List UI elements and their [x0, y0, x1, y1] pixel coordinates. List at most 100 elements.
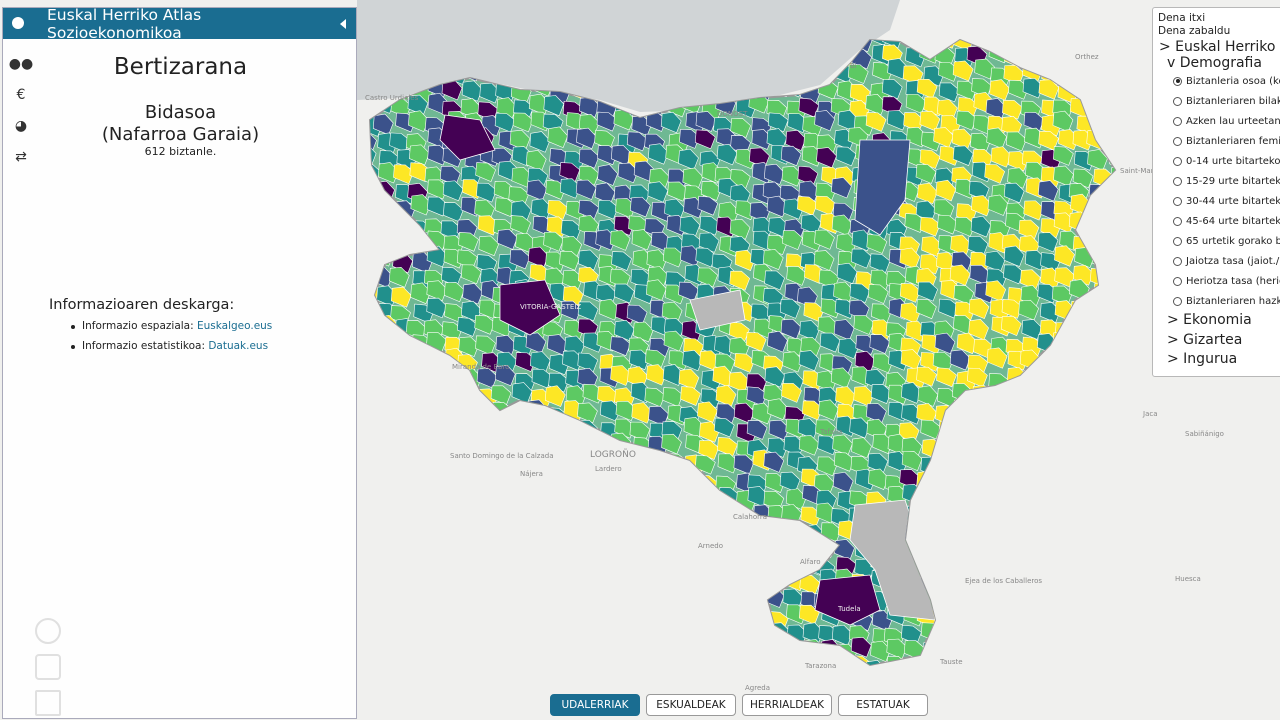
layer-option-label: 15-29 urte bitarteko: [1186, 175, 1280, 187]
municipality-cell: [763, 451, 785, 473]
map-label-vitoria: VITORIA-GASTEIZ: [520, 303, 582, 311]
layer-option[interactable]: Jaiotza tasa (jaiot./m: [1173, 251, 1280, 271]
municipality-cell: [529, 131, 551, 153]
layer-option[interactable]: Azken lau urteetan b: [1173, 111, 1280, 131]
download-item-label: Informazio espaziala:: [82, 320, 194, 332]
municipality-cell: [818, 399, 839, 421]
municipality-cell: [952, 145, 974, 166]
municipality-cell: [872, 62, 893, 82]
municipality-cell: [594, 182, 616, 205]
municipality-cell: [968, 318, 989, 341]
municipality-cell: [497, 228, 518, 250]
radio-icon[interactable]: [1173, 276, 1182, 286]
municipality-cell: [626, 304, 648, 325]
collapse-all-link[interactable]: Dena itxi: [1158, 12, 1206, 24]
municipality-cell: [1038, 130, 1059, 151]
municipality-cell: [785, 488, 807, 510]
herrialdeak-button[interactable]: HERRIALDEAK: [742, 694, 832, 716]
radio-icon[interactable]: [1173, 96, 1182, 106]
shuffle-icon[interactable]: ⇄: [15, 148, 27, 165]
radio-icon[interactable]: [1173, 156, 1182, 166]
municipality-cell: [617, 162, 639, 184]
municipality-cell: [1052, 146, 1074, 166]
municipality-cell: [577, 402, 598, 424]
collapse-panel-icon[interactable]: [340, 18, 346, 29]
map-label-bilbao: Bi: [850, 62, 857, 70]
radio-icon[interactable]: [1173, 176, 1182, 186]
municipality-cell: [766, 128, 788, 150]
estatuak-button[interactable]: ESTATUAK: [838, 694, 928, 716]
expand-all-link[interactable]: Dena zabaldu: [1158, 25, 1231, 37]
layer-option[interactable]: Biztanleriaren bilaka: [1173, 91, 1280, 111]
municipality-cell: [544, 385, 566, 408]
layer-option[interactable]: 65 urtetik gorako biz: [1173, 231, 1280, 251]
municipality-cell: [476, 182, 497, 203]
layer-option[interactable]: Biztanleria osoa (kop: [1173, 71, 1280, 91]
municipality-cell: [938, 82, 960, 103]
map-label-ejea: Ejea de los Caballeros: [965, 577, 1043, 585]
map-label-donostia: DONOST: [717, 110, 748, 118]
download-title: Informazioaren deskarga:: [49, 297, 235, 313]
layer-group-ekonomia[interactable]: > Ekonomia: [1167, 312, 1252, 328]
municipality-cell: [734, 249, 756, 271]
municipality-cell: [835, 146, 857, 167]
map-label-jaca: Jaca: [1143, 410, 1158, 418]
layer-option[interactable]: 45-64 urte bitarteko: [1173, 211, 1280, 231]
map-label-logrono: LOGROÑO: [590, 450, 636, 460]
map-label-tafalla: Tafalla: [820, 428, 843, 436]
layer-option[interactable]: Biztanleriaren hazku: [1173, 291, 1280, 311]
municipality-cell: [716, 143, 738, 166]
municipality-cell: [799, 320, 820, 342]
radio-icon[interactable]: [1173, 136, 1182, 146]
euro-icon[interactable]: €: [16, 86, 26, 103]
municipality-cell: [372, 113, 394, 136]
municipality-cell: [933, 199, 955, 220]
radio-icon[interactable]: [1173, 256, 1182, 266]
map-label-agreda: Agreda: [745, 684, 770, 692]
users-icon[interactable]: ●●: [8, 55, 34, 72]
radio-icon[interactable]: [1173, 116, 1182, 126]
municipality-cell: [511, 382, 533, 404]
municipality-cell: [678, 368, 700, 390]
layer-option[interactable]: Heriotza tasa (heriot: [1173, 271, 1280, 291]
municipality-cell: [971, 195, 992, 217]
municipality-cell: [848, 299, 870, 321]
layer-option[interactable]: 0-14 urte bitarteko b: [1173, 151, 1280, 171]
udalerriak-button[interactable]: UDALERRIAK: [550, 694, 640, 716]
layer-option[interactable]: 15-29 urte bitarteko: [1173, 171, 1280, 191]
layer-option[interactable]: Biztanleriaren femin: [1173, 131, 1280, 151]
municipality-cell: [547, 126, 569, 149]
radio-icon[interactable]: [1173, 296, 1182, 306]
municipality-cell: [971, 78, 992, 98]
pie-chart-icon[interactable]: ◕: [14, 117, 28, 134]
municipality-cell: [660, 111, 682, 134]
globe-icon[interactable]: [12, 17, 24, 29]
layer-option-label: Biztanleriaren femin: [1186, 135, 1280, 147]
map-label-calahorra: Calahorra: [733, 513, 768, 521]
municipality-cell: [648, 405, 669, 427]
municipality-cell: [921, 236, 942, 257]
eskualdeak-button[interactable]: ESKUALDEAK: [646, 694, 736, 716]
municipality-cell: [1054, 245, 1075, 267]
municipality-cell: [967, 367, 988, 388]
layer-option[interactable]: 30-44 urte bitarteko: [1173, 191, 1280, 211]
layer-group-demografia[interactable]: v Demografia: [1167, 55, 1262, 71]
layer-group-ingurua[interactable]: > Ingurua: [1167, 351, 1238, 367]
radio-icon[interactable]: [1173, 76, 1182, 86]
municipality-cell: [815, 419, 836, 440]
municipality-cell: [547, 200, 568, 220]
radio-icon[interactable]: [1173, 196, 1182, 206]
radio-icon[interactable]: [1173, 236, 1182, 246]
municipality-cell: [832, 472, 854, 494]
radio-icon[interactable]: [1173, 216, 1182, 226]
municipality-cell: [780, 318, 802, 340]
highlight-municipality: [854, 139, 911, 236]
datuak-link[interactable]: Datuak.eus: [208, 340, 269, 352]
municipality-cell: [577, 367, 599, 390]
layer-root[interactable]: > Euskal Herriko A: [1159, 39, 1280, 55]
layer-group-gizartea[interactable]: > Gizartea: [1167, 331, 1243, 348]
municipality-cell: [751, 402, 773, 425]
euskalgeo-link[interactable]: Euskalgeo.eus: [196, 320, 273, 332]
